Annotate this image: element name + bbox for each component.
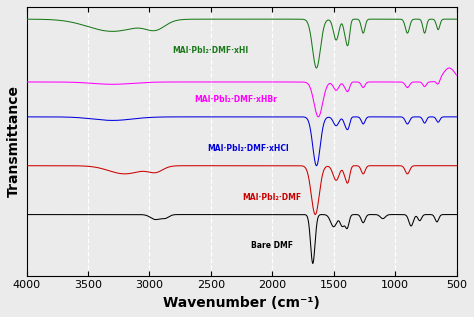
X-axis label: Wavenumber (cm⁻¹): Wavenumber (cm⁻¹) xyxy=(163,296,320,310)
Y-axis label: Transmittance: Transmittance xyxy=(7,85,21,197)
Text: MAI·PbI₂·DMF: MAI·PbI₂·DMF xyxy=(243,193,302,202)
Text: MAI·PbI₂·DMF·xHCl: MAI·PbI₂·DMF·xHCl xyxy=(207,144,289,153)
Text: Bare DMF: Bare DMF xyxy=(251,242,293,250)
Text: MAI·PbI₂·DMF·xHI: MAI·PbI₂·DMF·xHI xyxy=(173,46,249,55)
Text: MAI·PbI₂·DMF·xHBr: MAI·PbI₂·DMF·xHBr xyxy=(194,95,277,104)
